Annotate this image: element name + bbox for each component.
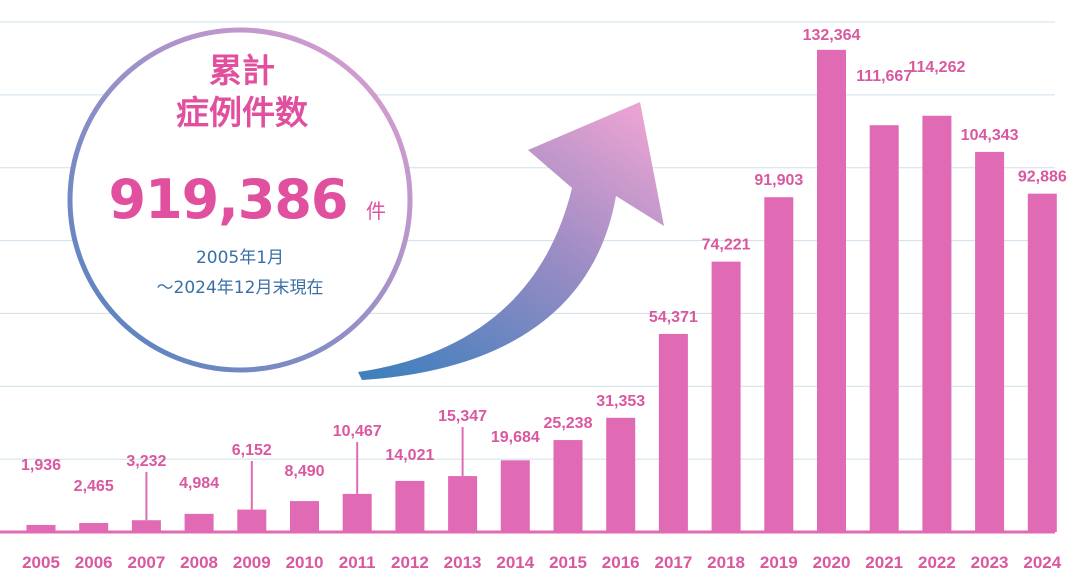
bar-2020	[817, 49, 846, 532]
x-tick-2012: 2012	[391, 553, 429, 572]
x-tick-2005: 2005	[22, 553, 60, 572]
value-label-2019: 91,903	[754, 172, 803, 189]
x-tick-2014: 2014	[496, 553, 534, 572]
x-tick-2018: 2018	[707, 553, 745, 572]
summary-total: 919,386	[109, 168, 348, 231]
x-tick-labels: 2005 2006 2007 2008 2009 2010 2011 2012 2013 2014…	[22, 553, 1062, 572]
x-tick-2010: 2010	[286, 553, 324, 572]
value-label-2016: 31,353	[596, 393, 645, 410]
value-label-2015: 25,238	[544, 415, 593, 432]
bar-2012	[395, 480, 425, 532]
value-label-2014: 19,684	[491, 429, 540, 446]
bar-2009	[237, 509, 267, 532]
x-tick-2009: 2009	[233, 553, 271, 572]
bar-2005	[26, 524, 56, 532]
growth-arrow	[358, 102, 664, 380]
summary-period-line1: 2005年1月	[196, 248, 284, 268]
bar-2007	[131, 520, 161, 532]
x-tick-2007: 2007	[127, 553, 165, 572]
x-tick-2019: 2019	[760, 553, 798, 572]
bar-2011	[342, 493, 372, 532]
summary-unit: 件	[366, 199, 386, 223]
value-label-2011: 10,467	[333, 423, 382, 440]
value-label-2010: 8,490	[284, 463, 324, 480]
value-label-2013: 15,347	[438, 408, 487, 425]
bar-2006	[79, 523, 109, 532]
x-tick-2020: 2020	[813, 553, 851, 572]
bar-2021	[869, 125, 899, 532]
value-label-2023: 104,343	[961, 127, 1019, 144]
bar-2013	[448, 476, 478, 532]
summary-period-line2: ～2024年12月末現在	[157, 278, 324, 298]
x-tick-2017: 2017	[654, 553, 692, 572]
x-tick-2023: 2023	[971, 553, 1009, 572]
summary-title-line2: 症例件数	[176, 93, 309, 132]
bar-2024	[1027, 193, 1057, 532]
value-label-2007: 3,232	[126, 453, 166, 470]
bar-2016	[606, 417, 636, 532]
x-tick-2015: 2015	[549, 553, 587, 572]
value-label-2005: 1,936	[21, 457, 61, 474]
bar-2019	[764, 197, 794, 532]
x-tick-2021: 2021	[865, 553, 903, 572]
value-label-2021: 111,667	[856, 68, 912, 85]
value-label-2009: 6,152	[232, 442, 272, 459]
x-tick-2024: 2024	[1023, 553, 1061, 572]
x-tick-2006: 2006	[75, 553, 113, 572]
bar-2017	[658, 333, 688, 532]
bars: 1,936 2,465 3,232 4,984 6,152 8,490 10,46714,0…	[21, 27, 1067, 532]
value-label-2012: 14,021	[385, 447, 434, 464]
value-label-2017: 54,371	[649, 309, 698, 326]
bar-2010	[290, 501, 319, 532]
x-tick-2013: 2013	[444, 553, 482, 572]
x-tick-2011: 2011	[339, 553, 376, 572]
summary-circle	[67, 27, 413, 373]
bar-2018	[711, 261, 741, 532]
value-label-2020: 132,364	[803, 27, 861, 44]
value-label-2022: 114,262	[908, 59, 965, 76]
bar-2022	[922, 115, 952, 532]
x-tick-2016: 2016	[602, 553, 640, 572]
value-label-2008: 4,984	[179, 475, 219, 492]
bar-2023	[975, 151, 1005, 532]
value-label-2018: 74,221	[702, 237, 751, 254]
x-tick-2008: 2008	[180, 553, 218, 572]
value-label-2006: 2,465	[74, 478, 114, 495]
summary-title-line1: 累計	[209, 51, 275, 90]
total-summary-badge: 累計 症例件数 919,386 件 2005年1月 ～2024年12月末現在	[67, 27, 413, 373]
value-label-2024: 92,886	[1018, 169, 1067, 186]
bar-2015	[553, 440, 583, 532]
x-tick-2022: 2022	[918, 553, 956, 572]
bar-2008	[184, 513, 214, 532]
bar-2014	[500, 460, 530, 532]
